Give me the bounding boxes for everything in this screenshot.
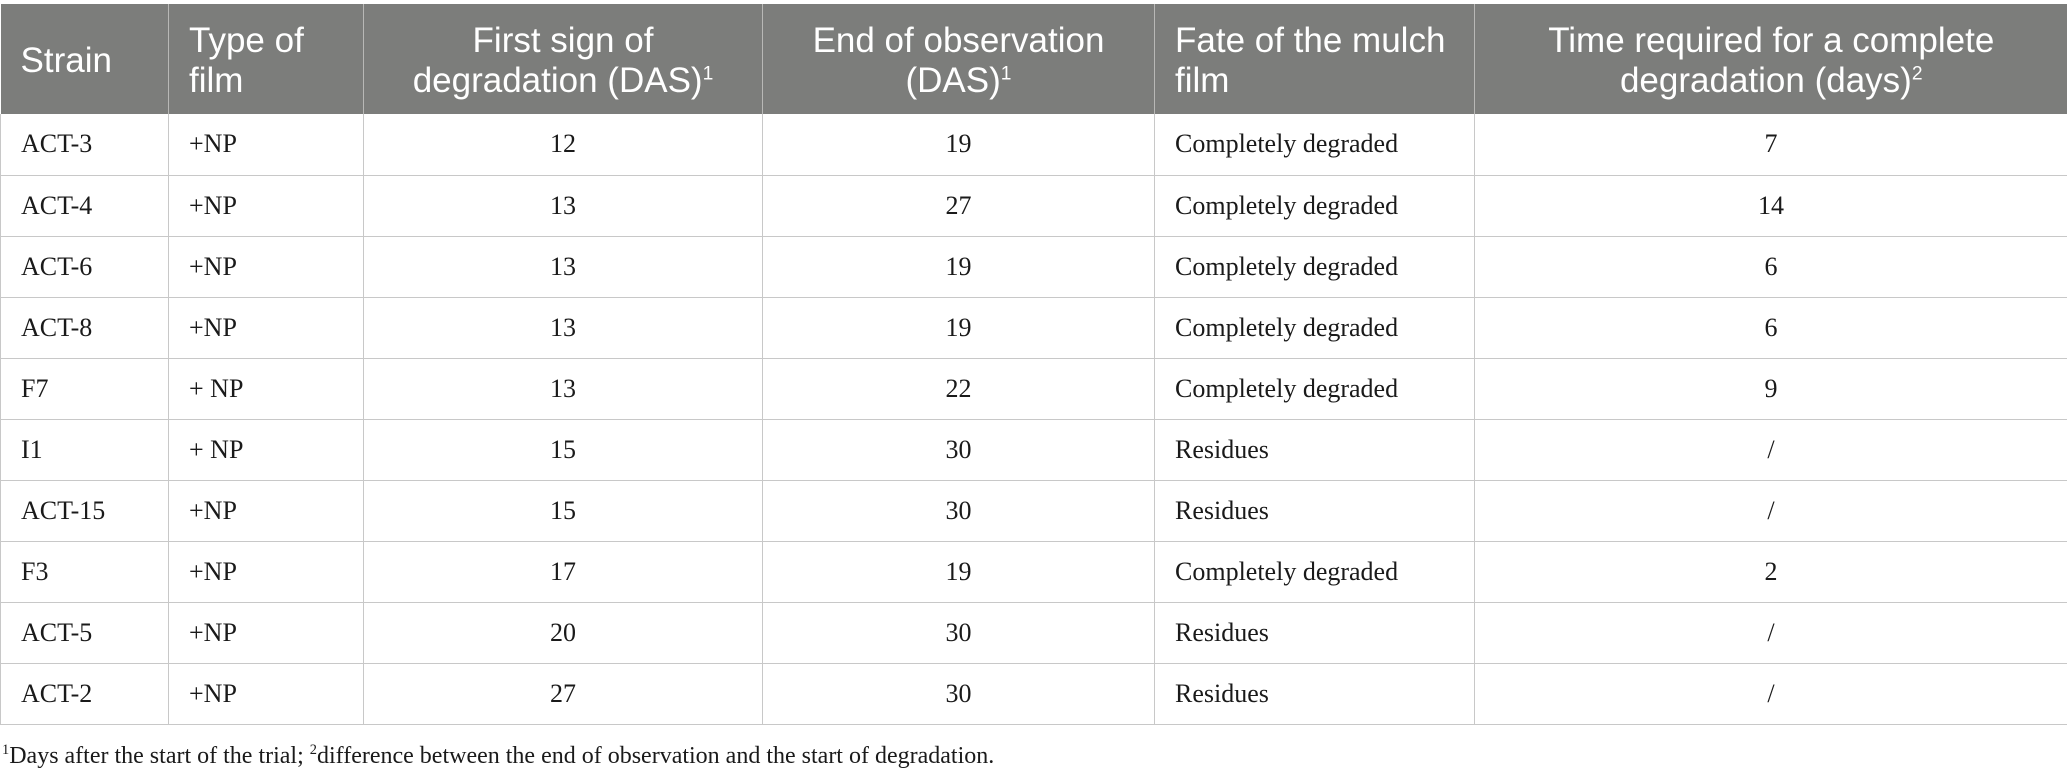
header-row: Strain Type of film First sign of degrad… <box>0 4 2067 114</box>
cell-type-of-film: +NP <box>168 662 364 725</box>
table-row: ACT-6 +NP 13 19 Completely degraded 6 <box>0 235 2067 298</box>
cell-fate: Residues <box>1154 418 1475 481</box>
cell-first-sign: 13 <box>363 357 763 420</box>
footnote-text: Days after the start of the trial; <box>9 743 310 769</box>
cell-time-required: 14 <box>1474 174 2067 237</box>
footnote-text: difference between the end of observatio… <box>316 743 995 769</box>
cell-type-of-film: +NP <box>168 601 364 664</box>
cell-type-of-film: +NP <box>168 235 364 298</box>
cell-fate: Completely degraded <box>1154 174 1475 237</box>
cell-time-required: 2 <box>1474 540 2067 603</box>
cell-strain: I1 <box>0 418 169 481</box>
cell-first-sign: 13 <box>363 174 763 237</box>
cell-type-of-film: + NP <box>168 418 364 481</box>
cell-end-of-observation: 19 <box>762 235 1155 298</box>
cell-end-of-observation: 22 <box>762 357 1155 420</box>
table-row: I1 + NP 15 30 Residues / <box>0 418 2067 481</box>
cell-first-sign: 27 <box>363 662 763 725</box>
cell-strain: F7 <box>0 357 169 420</box>
header-label: Type of film <box>189 21 304 100</box>
data-table-container: Strain Type of film First sign of degrad… <box>0 4 2067 725</box>
cell-time-required: 6 <box>1474 235 2067 298</box>
cell-time-required: / <box>1474 479 2067 542</box>
table-row: ACT-5 +NP 20 30 Residues / <box>0 601 2067 664</box>
data-table: Strain Type of film First sign of degrad… <box>0 4 2067 725</box>
table-row: ACT-4 +NP 13 27 Completely degraded 14 <box>0 174 2067 237</box>
header-end-of-observation: End of observation (DAS)1 <box>762 4 1155 114</box>
table-row: ACT-15 +NP 15 30 Residues / <box>0 479 2067 542</box>
footnote-superscript: 1 <box>2 742 10 758</box>
cell-fate: Completely degraded <box>1154 357 1475 420</box>
cell-strain: ACT-6 <box>0 235 169 298</box>
cell-first-sign: 20 <box>363 601 763 664</box>
cell-time-required: 6 <box>1474 296 2067 359</box>
cell-fate: Residues <box>1154 601 1475 664</box>
table-row: ACT-2 +NP 27 30 Residues / <box>0 662 2067 725</box>
cell-first-sign: 13 <box>363 296 763 359</box>
cell-first-sign: 17 <box>363 540 763 603</box>
cell-time-required: 7 <box>1474 114 2067 176</box>
table-footnote: 1Days after the start of the trial; 2dif… <box>2 743 994 770</box>
cell-type-of-film: + NP <box>168 357 364 420</box>
table-row: ACT-3 +NP 12 19 Completely degraded 7 <box>0 114 2067 176</box>
cell-end-of-observation: 30 <box>762 479 1155 542</box>
cell-strain: ACT-2 <box>0 662 169 725</box>
cell-strain: F3 <box>0 540 169 603</box>
cell-end-of-observation: 19 <box>762 114 1155 176</box>
header-superscript: 1 <box>702 63 714 85</box>
cell-strain: ACT-15 <box>0 479 169 542</box>
cell-time-required: / <box>1474 662 2067 725</box>
cell-type-of-film: +NP <box>168 174 364 237</box>
cell-time-required: / <box>1474 601 2067 664</box>
header-label: Time required for a complete degradation… <box>1548 21 1995 100</box>
header-label: Fate of the mulch film <box>1175 21 1446 100</box>
cell-strain: ACT-5 <box>0 601 169 664</box>
cell-fate: Completely degraded <box>1154 235 1475 298</box>
cell-type-of-film: +NP <box>168 479 364 542</box>
table-header: Strain Type of film First sign of degrad… <box>0 4 2067 114</box>
cell-time-required: / <box>1474 418 2067 481</box>
header-time-required: Time required for a complete degradation… <box>1474 4 2067 114</box>
cell-first-sign: 13 <box>363 235 763 298</box>
table-row: ACT-8 +NP 13 19 Completely degraded 6 <box>0 296 2067 359</box>
header-first-sign: First sign of degradation (DAS)1 <box>363 4 763 114</box>
cell-strain: ACT-3 <box>0 114 169 176</box>
cell-end-of-observation: 30 <box>762 662 1155 725</box>
cell-fate: Residues <box>1154 479 1475 542</box>
header-strain: Strain <box>0 4 169 114</box>
header-label: Strain <box>20 41 112 80</box>
cell-fate: Completely degraded <box>1154 540 1475 603</box>
header-type-of-film: Type of film <box>168 4 364 114</box>
header-label: First sign of degradation (DAS) <box>412 21 703 100</box>
table-body: ACT-3 +NP 12 19 Completely degraded 7 ACT-4 +NP… <box>0 114 2067 725</box>
header-superscript: 2 <box>1911 63 1923 85</box>
table-row: F7 + NP 13 22 Completely degraded 9 <box>0 357 2067 420</box>
cell-fate: Completely degraded <box>1154 114 1475 176</box>
cell-fate: Residues <box>1154 662 1475 725</box>
cell-end-of-observation: 19 <box>762 296 1155 359</box>
cell-time-required: 9 <box>1474 357 2067 420</box>
header-superscript: 1 <box>1000 63 1012 85</box>
cell-type-of-film: +NP <box>168 540 364 603</box>
cell-strain: ACT-8 <box>0 296 169 359</box>
cell-end-of-observation: 27 <box>762 174 1155 237</box>
cell-first-sign: 15 <box>363 418 763 481</box>
footnote-superscript: 2 <box>309 742 317 758</box>
cell-type-of-film: +NP <box>168 296 364 359</box>
header-label: End of observation (DAS) <box>812 21 1105 100</box>
cell-strain: ACT-4 <box>0 174 169 237</box>
header-fate: Fate of the mulch film <box>1154 4 1475 114</box>
cell-end-of-observation: 30 <box>762 418 1155 481</box>
cell-first-sign: 12 <box>363 114 763 176</box>
cell-end-of-observation: 30 <box>762 601 1155 664</box>
cell-end-of-observation: 19 <box>762 540 1155 603</box>
cell-first-sign: 15 <box>363 479 763 542</box>
cell-fate: Completely degraded <box>1154 296 1475 359</box>
cell-type-of-film: +NP <box>168 114 364 176</box>
table-row: F3 +NP 17 19 Completely degraded 2 <box>0 540 2067 603</box>
